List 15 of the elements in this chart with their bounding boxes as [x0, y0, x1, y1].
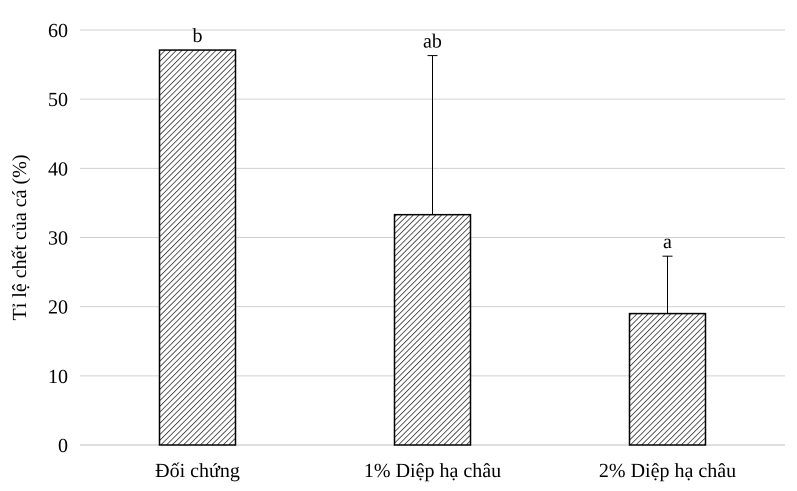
y-tick-label: 20: [48, 296, 68, 319]
annotation: ab: [423, 30, 442, 53]
x-tick-label: 1% Diệp hạ châu: [364, 460, 502, 482]
annotation: b: [192, 25, 202, 48]
y-tick-label: 30: [48, 228, 68, 250]
y-tick-label: 0: [58, 435, 68, 457]
y-tick-label: 60: [48, 20, 68, 42]
bar: [158, 49, 236, 446]
y-tick-label: 50: [48, 89, 68, 112]
annotation: a: [663, 231, 672, 254]
x-tick-label: 2% Diệp hạ châu: [598, 460, 736, 482]
x-tick-label: Đối chứng: [155, 460, 240, 482]
y-axis-title: Tỉ lệ chết của cá (%): [9, 154, 31, 321]
y-tick-label: 10: [48, 366, 68, 388]
y-tick-label: 40: [48, 158, 68, 180]
